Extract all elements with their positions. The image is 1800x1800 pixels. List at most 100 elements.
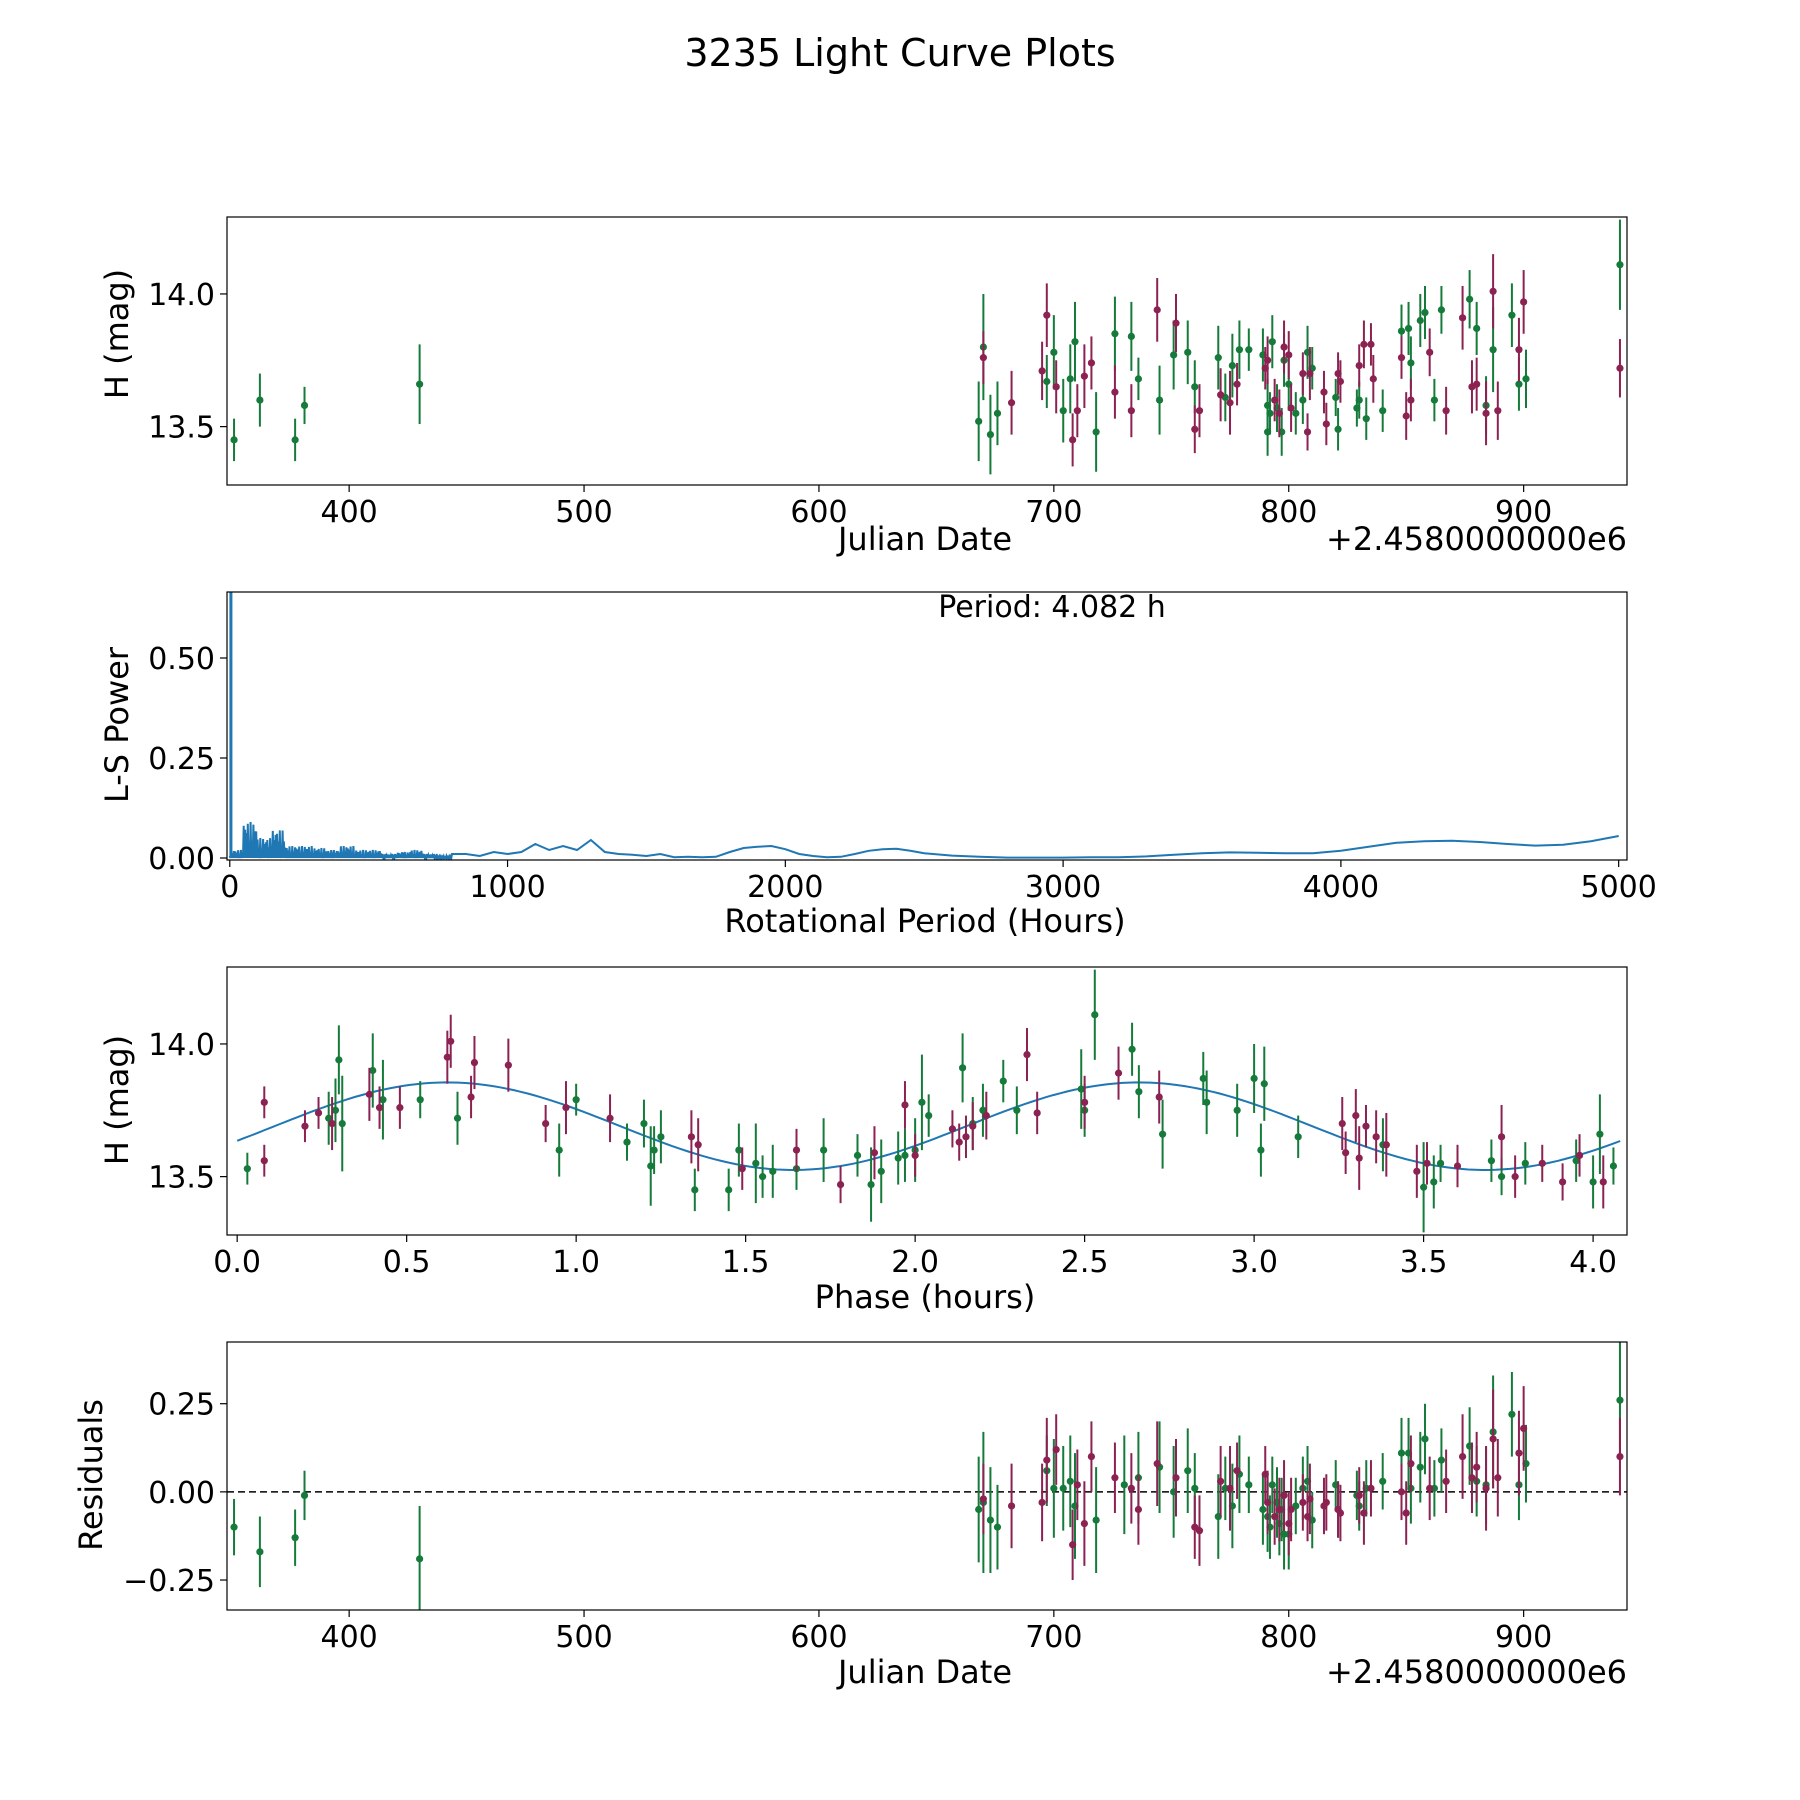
- y-tick-label: 0.25: [148, 742, 215, 777]
- data-point-green: [1596, 1130, 1604, 1138]
- data-point-maroon: [1299, 1498, 1307, 1507]
- data-point-green: [1404, 324, 1413, 333]
- data-point-green: [1059, 1484, 1067, 1492]
- data-points: [230, 219, 1624, 475]
- data-point-green: [1128, 1045, 1136, 1053]
- periodogram-xlabel: Rotational Period (Hours): [724, 902, 1125, 940]
- data-point-green: [986, 430, 995, 439]
- data-points: [243, 969, 1618, 1233]
- data-point-maroon: [979, 354, 987, 362]
- data-point-green: [1066, 375, 1074, 383]
- x-tick-label: 800: [1260, 495, 1317, 530]
- data-point-green: [1397, 327, 1406, 335]
- data-point-green: [1235, 346, 1244, 354]
- residuals-xlabel: Julian Date: [836, 1653, 1012, 1691]
- data-point-green: [1268, 338, 1276, 346]
- data-point-green: [572, 1096, 580, 1104]
- data-point-green: [1071, 338, 1079, 346]
- data-point-green: [1522, 375, 1530, 383]
- data-point-maroon: [955, 1138, 963, 1146]
- data-point-maroon: [260, 1098, 268, 1106]
- x-tick-label: 2.5: [1061, 1245, 1109, 1280]
- data-point-maroon: [1191, 425, 1199, 433]
- residuals-offset-label: +2.4580000000e6: [1326, 1653, 1627, 1691]
- data-point-maroon: [1372, 1133, 1380, 1141]
- data-point-maroon: [1073, 1481, 1081, 1489]
- data-point-green: [243, 1165, 251, 1173]
- data-point-maroon: [1195, 407, 1204, 415]
- periodogram-ylabel: L-S Power: [98, 646, 136, 803]
- y-tick-label: 0.00: [148, 842, 215, 877]
- data-point-green: [416, 1096, 424, 1104]
- data-point-maroon: [542, 1119, 550, 1128]
- data-point-green: [291, 436, 299, 444]
- data-point-green: [1199, 1074, 1207, 1083]
- data-point-maroon: [1423, 1159, 1431, 1167]
- data-point-maroon: [1360, 340, 1368, 348]
- data-point-maroon: [1271, 1512, 1279, 1521]
- data-point-green: [691, 1186, 699, 1194]
- data-point-maroon: [1397, 354, 1406, 362]
- data-point-maroon: [1538, 1159, 1546, 1167]
- data-point-maroon: [1285, 351, 1293, 359]
- data-point-green: [1515, 380, 1523, 388]
- data-point-maroon: [1442, 1477, 1450, 1485]
- data-point-maroon: [1153, 306, 1161, 314]
- data-point-maroon: [1280, 1491, 1288, 1499]
- data-point-maroon: [969, 1122, 977, 1130]
- data-point-maroon: [1007, 399, 1016, 407]
- data-point-maroon: [1367, 1484, 1375, 1492]
- data-point-maroon: [1280, 343, 1288, 351]
- data-point-green: [1430, 1178, 1438, 1186]
- data-point-maroon: [314, 1109, 323, 1117]
- data-point-maroon: [1007, 1502, 1016, 1510]
- data-point-green: [640, 1119, 648, 1128]
- x-tick-label: 0.0: [213, 1245, 261, 1280]
- data-points: [230, 1342, 1624, 1610]
- data-point-maroon: [1322, 420, 1330, 428]
- data-point-green: [1245, 346, 1253, 354]
- data-point-maroon: [1468, 1474, 1476, 1482]
- x-tick-label: 1.5: [722, 1245, 770, 1280]
- data-point-maroon: [1494, 1474, 1502, 1482]
- data-point-green: [256, 1548, 264, 1556]
- data-point-green: [230, 436, 238, 444]
- data-point-green: [999, 1077, 1007, 1085]
- light-curve-xlabel: Julian Date: [836, 520, 1012, 558]
- model-curve-group: [236, 1081, 1621, 1171]
- data-point-green: [1421, 308, 1429, 317]
- data-point-green: [1155, 396, 1164, 404]
- data-point-maroon: [365, 1090, 373, 1098]
- data-point-maroon: [443, 1053, 451, 1061]
- light-curve-ylabel: H (mag): [98, 269, 136, 399]
- data-point-maroon: [1473, 1463, 1481, 1471]
- data-point-green: [623, 1138, 631, 1146]
- data-point-maroon: [1287, 1505, 1295, 1514]
- data-point-maroon: [1558, 1178, 1567, 1186]
- data-point-maroon: [1287, 404, 1295, 412]
- data-point-maroon: [1407, 1460, 1415, 1468]
- data-point-green: [1050, 348, 1058, 356]
- data-point-maroon: [375, 1104, 384, 1112]
- data-point-green: [1184, 1467, 1192, 1475]
- data-point-maroon: [1127, 1484, 1135, 1492]
- data-point-maroon: [1271, 396, 1279, 404]
- data-point-green: [1257, 1146, 1265, 1154]
- axes-frame: [226, 966, 1628, 1236]
- data-point-green: [1489, 346, 1497, 354]
- model-curve: [236, 1081, 1621, 1171]
- x-tick-label: 900: [1495, 495, 1552, 530]
- data-point-maroon: [1616, 364, 1624, 372]
- periodogram-series: [228, 592, 1619, 860]
- y-tick-label: 14.0: [148, 278, 215, 313]
- data-point-maroon: [1087, 1453, 1096, 1461]
- phase-folded-panel: Phase (hours) H (mag) 0.0 0.5 1.0 1.5 2.0 2.5…: [98, 966, 1628, 1316]
- y-tick-label: 0.50: [148, 642, 215, 677]
- data-point-maroon: [1217, 391, 1225, 399]
- data-point-maroon: [1397, 1488, 1406, 1496]
- data-point-maroon: [1264, 356, 1272, 364]
- data-point-green: [1092, 1516, 1100, 1524]
- data-point-green: [1077, 1085, 1085, 1093]
- x-tick-label: 800: [1260, 1620, 1317, 1655]
